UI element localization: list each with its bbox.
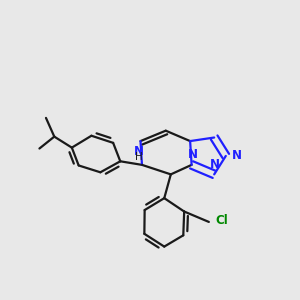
Text: H: H xyxy=(135,152,143,162)
Text: N: N xyxy=(210,158,220,171)
Text: N: N xyxy=(134,145,144,158)
Text: N: N xyxy=(232,149,242,162)
Text: N: N xyxy=(188,148,198,161)
Text: Cl: Cl xyxy=(215,214,228,227)
